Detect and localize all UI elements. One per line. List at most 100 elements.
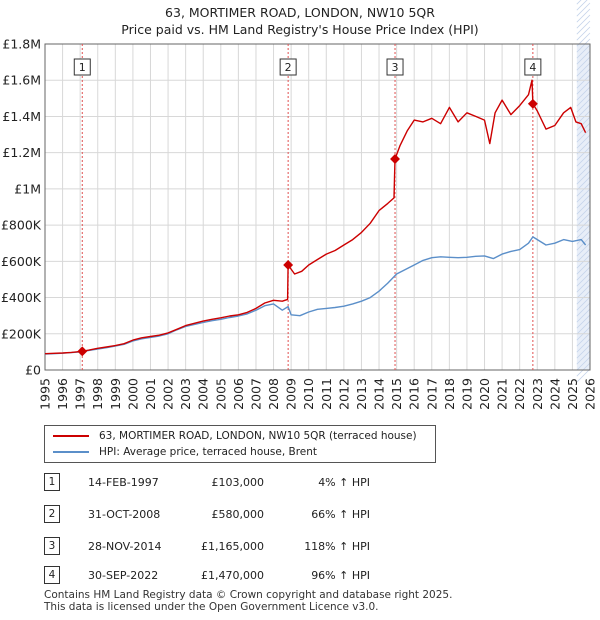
x-tick-label: 2002 xyxy=(161,378,176,410)
sale-marker-box xyxy=(386,58,404,76)
shaded-hatch xyxy=(576,86,591,101)
title-address: 63, MORTIMER ROAD, LONDON, NW10 5QR xyxy=(165,5,435,20)
y-tick-label: £1.2M xyxy=(2,145,41,160)
y-tick-label: £200K xyxy=(1,326,42,341)
x-tick-label: 2018 xyxy=(442,378,457,410)
sale-number: 4 xyxy=(44,566,60,584)
x-tick-label: 2026 xyxy=(583,378,598,410)
shaded-hatch xyxy=(576,140,591,155)
shaded-hatch xyxy=(576,38,591,53)
sale-date: 30-SEP-2022 xyxy=(88,569,159,582)
shaded-hatch xyxy=(576,62,591,77)
sale-price: £103,000 xyxy=(211,476,265,489)
x-tick-label: 2021 xyxy=(495,378,510,410)
x-tick-label: 2016 xyxy=(407,378,422,410)
sale-price: £580,000 xyxy=(211,508,265,521)
y-tick-label: £1.4M xyxy=(2,109,41,124)
x-tick-label: 2025 xyxy=(565,378,580,410)
shaded-hatch xyxy=(576,242,591,257)
shaded-hatch xyxy=(576,92,591,107)
shaded-hatch xyxy=(576,338,591,353)
legend-swatch-price xyxy=(53,435,89,437)
x-tick-label: 2012 xyxy=(336,378,351,410)
x-tick-label: 2017 xyxy=(424,378,439,410)
x-tick-label: 2007 xyxy=(248,378,263,410)
shaded-hatch xyxy=(576,194,591,209)
shaded-hatch xyxy=(576,272,591,287)
shaded-hatch xyxy=(576,356,591,371)
x-tick-label: 2008 xyxy=(266,378,281,410)
shaded-hatch xyxy=(576,224,591,239)
sale-hpi-change: 66% ↑ HPI xyxy=(311,508,370,521)
shaded-hatch xyxy=(576,320,591,335)
sale-marker-box xyxy=(524,58,542,76)
x-tick-label: 1997 xyxy=(73,378,88,410)
sale-marker-label: 4 xyxy=(529,61,536,74)
x-tick-label: 2003 xyxy=(178,378,193,410)
y-tick-label: £0 xyxy=(25,363,41,378)
shaded-hatch xyxy=(576,50,591,65)
x-tick-label: 2015 xyxy=(389,378,404,410)
shaded-hatch xyxy=(576,170,591,185)
sale-marker-box xyxy=(73,58,91,76)
x-tick-label: 2022 xyxy=(512,378,527,410)
title-subtitle: Price paid vs. HM Land Registry's House … xyxy=(121,22,479,37)
x-tick-label: 2009 xyxy=(284,378,299,410)
sale-price: £1,470,000 xyxy=(201,569,264,582)
shaded-hatch xyxy=(576,26,591,41)
shaded-hatch xyxy=(576,230,591,245)
shaded-hatch xyxy=(576,188,591,203)
shaded-hatch xyxy=(576,344,591,359)
price-chart: £0 £200K £400K £600K £800K £1M £1.2M £1.4M £1.6M… xyxy=(1,0,598,410)
shaded-hatch xyxy=(576,164,591,179)
sale-point xyxy=(390,154,400,164)
shaded-hatch xyxy=(576,176,591,191)
x-tick-label: 2011 xyxy=(319,378,334,410)
shaded-hatch xyxy=(576,134,591,149)
shaded-hatch xyxy=(576,146,591,161)
footer-copyright: Contains HM Land Registry data © Crown c… xyxy=(44,589,453,601)
y-tick-label: £1.6M xyxy=(2,73,41,88)
x-tick-label: 1996 xyxy=(55,378,70,410)
shaded-hatch xyxy=(576,206,591,221)
shaded-hatch xyxy=(576,248,591,263)
legend-label-price: 63, MORTIMER ROAD, LONDON, NW10 5QR (ter… xyxy=(99,430,417,442)
shaded-hatch xyxy=(576,0,588,11)
x-tick-label: 2010 xyxy=(301,378,316,410)
sale-hpi-change: 96% ↑ HPI xyxy=(311,569,370,582)
x-tick-label: 1995 xyxy=(38,378,53,410)
shaded-hatch xyxy=(576,2,591,17)
sale-marker-label: 3 xyxy=(392,61,399,74)
x-tick-label: 1998 xyxy=(90,378,105,410)
shaded-hatch xyxy=(576,20,591,35)
shaded-hatch xyxy=(576,110,591,125)
sale-date: 14-FEB-1997 xyxy=(88,476,159,489)
shaded-hatch xyxy=(576,296,591,311)
shaded-hatch xyxy=(576,98,591,113)
legend-label-hpi: HPI: Average price, terraced house, Bren… xyxy=(99,446,318,458)
shaded-hatch xyxy=(576,116,591,131)
shaded-hatch xyxy=(576,0,582,5)
y-tick-label: £1M xyxy=(14,181,41,196)
shaded-hatch xyxy=(576,332,591,347)
y-tick-label: £1.8M xyxy=(2,37,41,52)
shaded-hatch xyxy=(576,182,591,197)
x-tick-label: 2013 xyxy=(354,378,369,410)
sale-date: 28-NOV-2014 xyxy=(88,540,162,553)
sale-marker-label: 2 xyxy=(285,61,292,74)
x-tick-label: 2004 xyxy=(196,378,211,410)
plot-area xyxy=(45,44,590,370)
x-tick-label: 2023 xyxy=(530,378,545,410)
shaded-hatch xyxy=(576,158,591,173)
x-tick-label: 2019 xyxy=(459,378,474,410)
shaded-hatch xyxy=(576,44,591,59)
shaded-hatch xyxy=(576,56,591,71)
shaded-hatch xyxy=(576,200,591,215)
shaded-hatch xyxy=(576,266,591,281)
shaded-hatch xyxy=(576,8,591,23)
y-tick-label: £600K xyxy=(1,254,42,269)
shaded-hatch xyxy=(576,260,591,275)
x-tick-label: 2001 xyxy=(143,378,158,410)
x-tick-label: 2014 xyxy=(372,378,387,410)
shaded-hatch xyxy=(576,80,591,95)
